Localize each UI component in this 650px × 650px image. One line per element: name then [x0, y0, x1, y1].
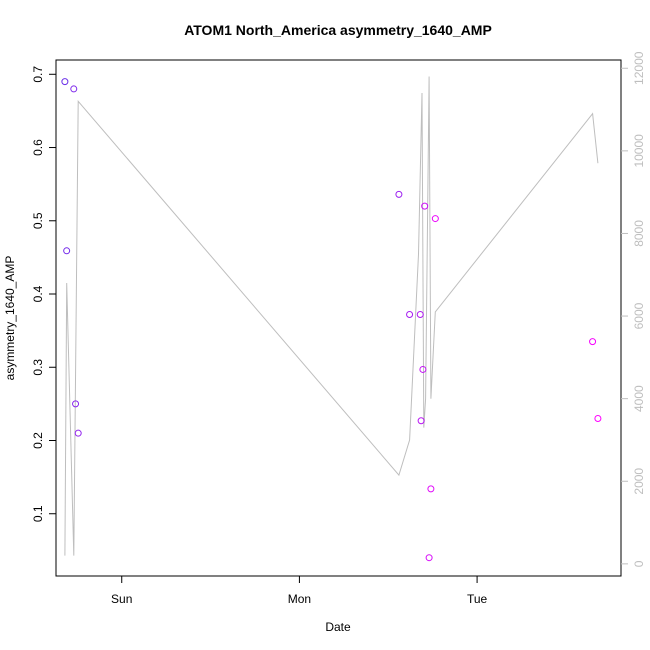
series-line	[64, 76, 599, 556]
data-point-11	[425, 554, 433, 562]
y-tick-label-0: 0.1	[31, 505, 45, 522]
y2-tick-label-0: 0	[632, 560, 646, 567]
y-axis-label: asymmetry_1640_AMP	[3, 256, 17, 381]
data-point-3	[72, 400, 80, 408]
y2-tick-label-2: 4000	[632, 385, 646, 412]
y2-tick-label-4: 8000	[632, 220, 646, 247]
y-tick-label-5: 0.6	[31, 139, 45, 156]
point-series	[61, 78, 602, 562]
line-series	[64, 76, 599, 556]
y-axis-right: 0 2000 4000 6000 8000 10000 12000	[621, 51, 646, 567]
y2-tick-label-6: 12000	[632, 51, 646, 85]
chart-title: ATOM1 North_America asymmetry_1640_AMP	[184, 22, 492, 38]
data-point-7	[416, 311, 424, 319]
data-point-14	[589, 338, 597, 346]
y2-tick-label-3: 6000	[632, 302, 646, 329]
data-point-1	[63, 247, 71, 255]
data-point-0	[61, 78, 69, 86]
x-tick-label-0: Sun	[111, 592, 132, 606]
data-point-8	[417, 417, 425, 425]
data-point-12	[427, 485, 435, 493]
y2-tick-label-1: 2000	[632, 468, 646, 495]
y-tick-label-4: 0.5	[31, 212, 45, 229]
data-point-6	[406, 311, 414, 319]
x-tick-label-2: Tue	[467, 592, 488, 606]
x-tick-label-1: Mon	[288, 592, 311, 606]
y2-tick-label-5: 10000	[632, 134, 646, 168]
y-axis-left: 0.1 0.2 0.3 0.4 0.5 0.6 0.7	[31, 66, 56, 522]
data-point-2	[70, 85, 78, 93]
y-tick-label-6: 0.7	[31, 66, 45, 83]
plot-area-frame	[55, 59, 622, 577]
data-point-10	[421, 202, 429, 210]
x-axis-label: Date	[325, 620, 351, 634]
y-tick-label-1: 0.2	[31, 432, 45, 449]
y-tick-label-2: 0.3	[31, 359, 45, 376]
data-point-5	[395, 190, 403, 198]
x-axis: Sun Mon Tue	[111, 576, 488, 606]
data-point-4	[74, 429, 82, 437]
data-point-9	[419, 365, 427, 373]
data-point-15	[594, 415, 602, 423]
y-tick-label-3: 0.4	[31, 285, 45, 302]
data-point-13	[431, 215, 439, 223]
